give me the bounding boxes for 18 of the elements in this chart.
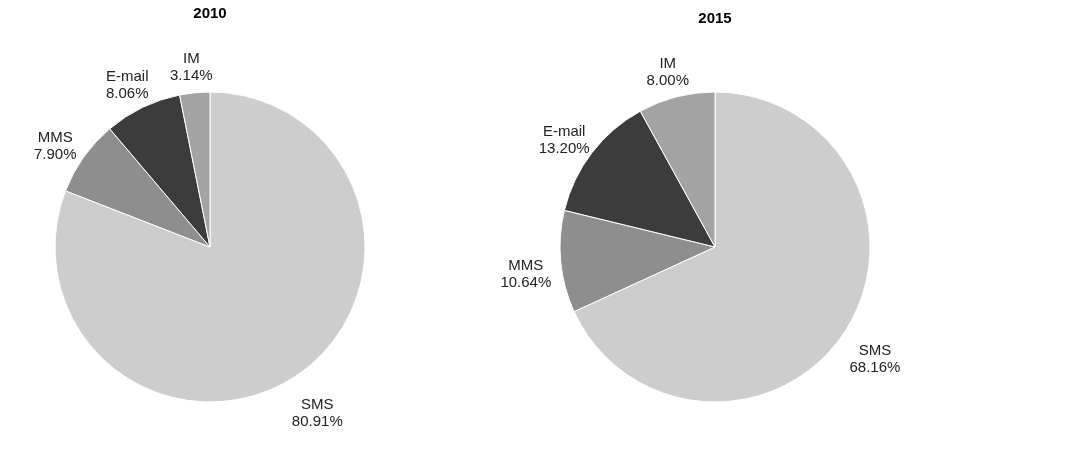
slice-label: SMS	[301, 394, 334, 412]
data-label: 68.16%	[849, 357, 901, 375]
slice-label: SMS	[858, 340, 892, 358]
data-label: 3.14%	[170, 65, 213, 83]
chart-title: 2010	[193, 3, 227, 21]
data-label: 80.91%	[291, 411, 343, 429]
data-label: 7.90%	[33, 144, 77, 162]
slice-label: IM	[659, 53, 677, 71]
slice-label: IM	[182, 48, 200, 66]
slice-label: E-mail	[542, 122, 586, 140]
slice-label: E-mail	[106, 66, 149, 84]
chart-title: 2015	[698, 8, 732, 26]
slice-label: MMS	[37, 127, 73, 145]
data-label: 13.20%	[538, 139, 590, 157]
data-label: 8.06%	[106, 83, 149, 101]
data-label: 10.64%	[500, 273, 552, 291]
data-label: 8.00%	[646, 70, 690, 88]
slice-label: MMS	[508, 256, 544, 274]
